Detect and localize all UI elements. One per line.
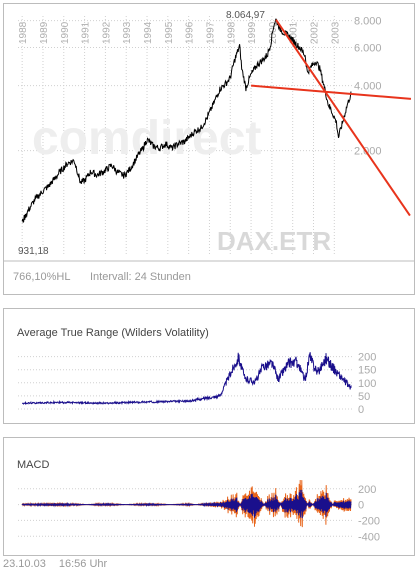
year-tick-label: 2002 — [310, 21, 321, 44]
price-tick-label: 4.000 — [354, 81, 382, 93]
atr-tick-label: 150 — [358, 365, 376, 377]
price-tick-label: 2.000 — [354, 146, 382, 158]
year-tick-label: 1993 — [122, 21, 133, 44]
footer-time: 16:56 Uhr — [58, 558, 108, 570]
trend-lines — [250, 19, 412, 217]
atr-tick-label: 50 — [358, 391, 370, 403]
atr-chart-panel: Average True Range (Wilders Volatility) … — [3, 308, 415, 424]
year-tick-label: 1996 — [185, 21, 196, 44]
atr-series-line — [21, 352, 352, 406]
macd-chart-panel: MACD 200 0 -200 -400 — [3, 437, 415, 556]
interval-label: Intervall: 24 Stunden — [90, 271, 191, 283]
price-chart: comdirect DAX.ETR 8.000 6.000 4.000 2.000 1… — [4, 10, 414, 283]
atr-title: Average True Range (Wilders Volatility) — [17, 327, 209, 339]
atr-chart: Average True Range (Wilders Volatility) … — [17, 327, 376, 416]
low-label: 931,18 — [18, 246, 49, 257]
watermark: comdirect — [32, 112, 261, 165]
hl-stats: 766,10%HL — [13, 271, 71, 283]
macd-series-line — [21, 489, 352, 519]
year-tick-label: 2001 — [289, 21, 300, 44]
price-series-line — [21, 18, 352, 224]
year-tick-label: 1990 — [60, 21, 71, 44]
year-tick-label: 1989 — [39, 21, 50, 44]
year-tick-label: 1999 — [247, 21, 258, 44]
macd-tick-label: -400 — [358, 531, 380, 543]
price-axis-labels: 8.000 6.000 4.000 2.000 — [354, 16, 382, 158]
atr-tick-label: 100 — [358, 378, 376, 390]
symbol-label: DAX.ETR — [217, 226, 331, 256]
macd-tick-label: -200 — [358, 515, 380, 527]
atr-tick-label: 200 — [358, 352, 376, 364]
year-tick-label: 1991 — [81, 21, 92, 44]
macd-tick-label: 200 — [358, 484, 376, 496]
macd-tick-label: 0 — [358, 500, 364, 512]
year-tick-label: 1992 — [101, 21, 112, 44]
price-tick-label: 8.000 — [354, 16, 382, 28]
year-tick-label: 1995 — [164, 21, 175, 44]
footer: 23.10.03 16:56 Uhr — [3, 558, 117, 570]
year-tick-label: 2000 — [268, 21, 279, 44]
year-tick-label: 1988 — [18, 21, 29, 44]
macd-title: MACD — [17, 459, 49, 471]
year-tick-label: 2003 — [330, 21, 341, 44]
footer-date: 23.10.03 — [3, 558, 46, 570]
macd-chart: MACD 200 0 -200 -400 — [17, 459, 380, 544]
atr-tick-label: 0 — [358, 404, 364, 416]
year-tick-label: 1997 — [205, 21, 216, 44]
price-grid — [18, 16, 352, 256]
trend-line — [250, 84, 412, 100]
trend-line — [275, 19, 411, 217]
price-chart-panel: comdirect DAX.ETR 8.000 6.000 4.000 2.000 1… — [3, 3, 415, 295]
macd-axis-labels: 200 0 -200 -400 — [358, 484, 380, 544]
price-tick-label: 6.000 — [354, 43, 382, 55]
year-labels: 1988 1989 1990 1991 1992 1993 1994 1995 1996 1997… — [18, 21, 341, 44]
year-tick-label: 1998 — [226, 21, 237, 44]
year-tick-label: 1994 — [143, 21, 154, 44]
high-label: 8.064,97 — [226, 10, 265, 21]
